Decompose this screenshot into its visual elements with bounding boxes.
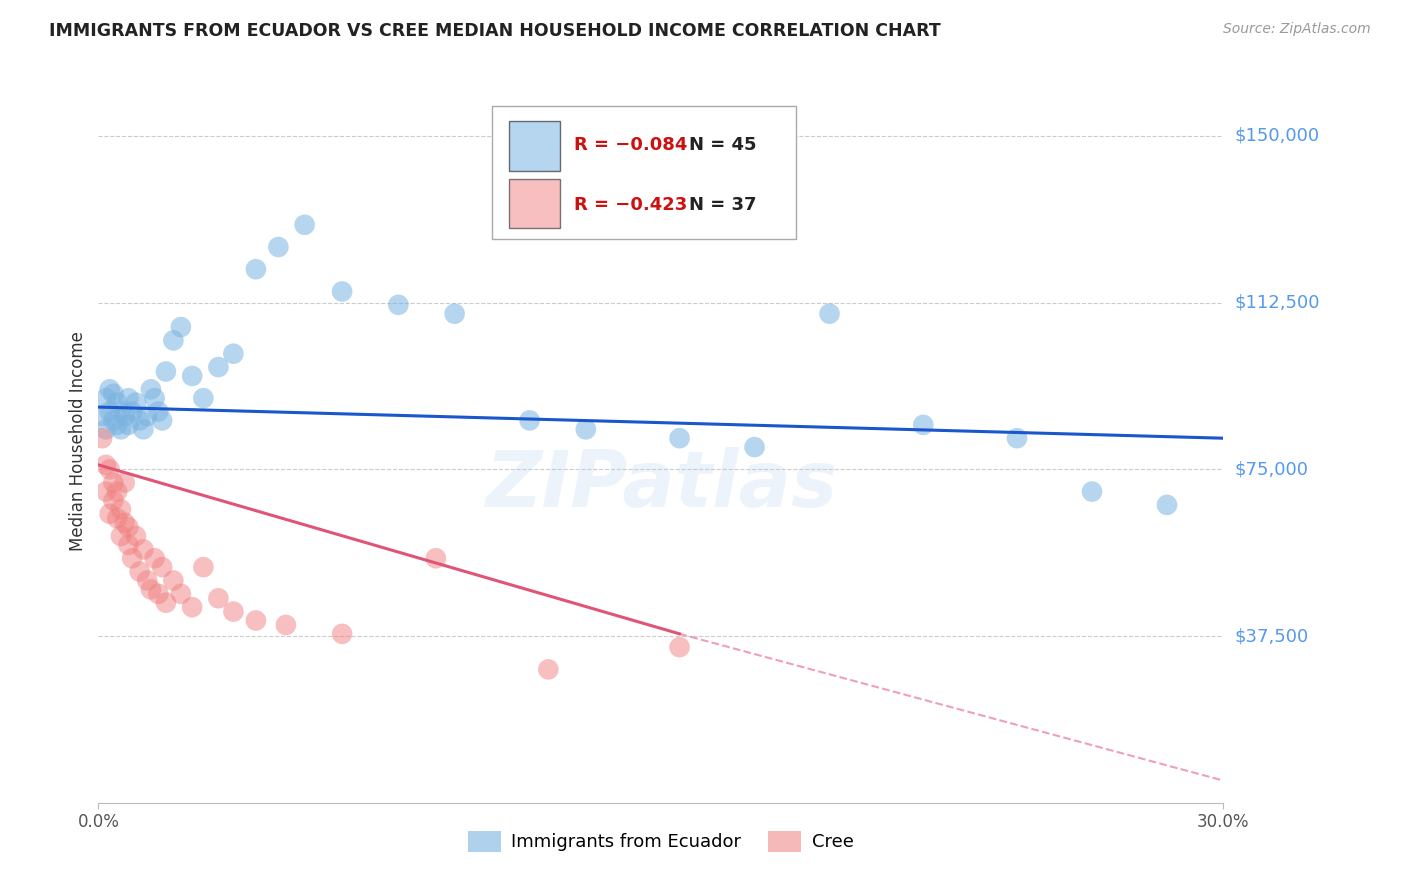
Point — [143, 551, 166, 566]
Point — [136, 409, 159, 423]
Point — [181, 368, 204, 383]
Point — [148, 587, 170, 601]
Point — [114, 516, 136, 530]
Point — [105, 511, 128, 525]
Point — [330, 285, 353, 299]
Text: $75,000: $75,000 — [1234, 460, 1309, 478]
Point — [193, 560, 215, 574]
Point — [136, 574, 159, 588]
Point — [128, 565, 150, 579]
Point — [222, 347, 245, 361]
Text: IMMIGRANTS FROM ECUADOR VS CREE MEDIAN HOUSEHOLD INCOME CORRELATION CHART: IMMIGRANTS FROM ECUADOR VS CREE MEDIAN H… — [49, 22, 941, 40]
Point — [1005, 431, 1028, 445]
Point — [114, 409, 136, 423]
Point — [818, 307, 841, 321]
Point — [117, 538, 139, 552]
Point — [117, 391, 139, 405]
Point — [110, 422, 132, 436]
Point — [274, 618, 297, 632]
Point — [103, 493, 125, 508]
Point — [148, 404, 170, 418]
Legend: Immigrants from Ecuador, Cree: Immigrants from Ecuador, Cree — [461, 823, 860, 859]
Point — [91, 409, 114, 423]
Point — [150, 560, 173, 574]
Text: N = 45: N = 45 — [689, 136, 756, 154]
Point — [139, 382, 162, 396]
Point — [519, 413, 541, 427]
Point — [155, 596, 177, 610]
Point — [114, 475, 136, 490]
Point — [103, 413, 125, 427]
Point — [1081, 484, 1104, 499]
Point — [103, 475, 125, 490]
Point — [105, 417, 128, 432]
Point — [94, 422, 117, 436]
Point — [387, 298, 409, 312]
Point — [668, 640, 690, 655]
Point — [912, 417, 935, 432]
Point — [117, 520, 139, 534]
Point — [744, 440, 766, 454]
Point — [105, 484, 128, 499]
Point — [150, 413, 173, 427]
Point — [94, 458, 117, 472]
Point — [575, 422, 598, 436]
Point — [103, 386, 125, 401]
Point — [98, 382, 121, 396]
Text: ZIPatlas: ZIPatlas — [485, 447, 837, 523]
Text: R = −0.084: R = −0.084 — [574, 136, 688, 154]
Point — [132, 542, 155, 557]
Point — [110, 502, 132, 516]
Point — [207, 360, 229, 375]
Point — [110, 529, 132, 543]
Point — [222, 605, 245, 619]
Point — [207, 591, 229, 606]
Point — [245, 262, 267, 277]
Y-axis label: Median Household Income: Median Household Income — [69, 332, 87, 551]
Text: R = −0.423: R = −0.423 — [574, 195, 688, 213]
Text: Source: ZipAtlas.com: Source: ZipAtlas.com — [1223, 22, 1371, 37]
Point — [110, 404, 132, 418]
FancyBboxPatch shape — [492, 105, 796, 239]
Point — [98, 404, 121, 418]
Point — [181, 600, 204, 615]
Point — [143, 391, 166, 405]
Point — [443, 307, 465, 321]
Point — [170, 587, 193, 601]
Point — [94, 484, 117, 499]
Point — [91, 431, 114, 445]
Point — [121, 551, 143, 566]
Point — [537, 662, 560, 676]
Point — [155, 364, 177, 378]
Point — [425, 551, 447, 566]
Point — [193, 391, 215, 405]
Point — [294, 218, 316, 232]
FancyBboxPatch shape — [509, 121, 560, 170]
Text: N = 37: N = 37 — [689, 195, 756, 213]
Point — [98, 462, 121, 476]
Point — [245, 614, 267, 628]
Point — [117, 417, 139, 432]
Point — [267, 240, 290, 254]
Point — [132, 422, 155, 436]
Point — [139, 582, 162, 597]
Text: $112,500: $112,500 — [1234, 293, 1320, 311]
Point — [1156, 498, 1178, 512]
Point — [98, 507, 121, 521]
Point — [162, 334, 184, 348]
Text: $150,000: $150,000 — [1234, 127, 1319, 145]
Point — [162, 574, 184, 588]
FancyBboxPatch shape — [509, 179, 560, 228]
Point — [125, 529, 148, 543]
Point — [121, 404, 143, 418]
Text: $37,500: $37,500 — [1234, 627, 1309, 645]
Point — [170, 320, 193, 334]
Point — [330, 627, 353, 641]
Point — [105, 395, 128, 409]
Point — [128, 413, 150, 427]
Point — [668, 431, 690, 445]
Point — [125, 395, 148, 409]
Point — [94, 391, 117, 405]
